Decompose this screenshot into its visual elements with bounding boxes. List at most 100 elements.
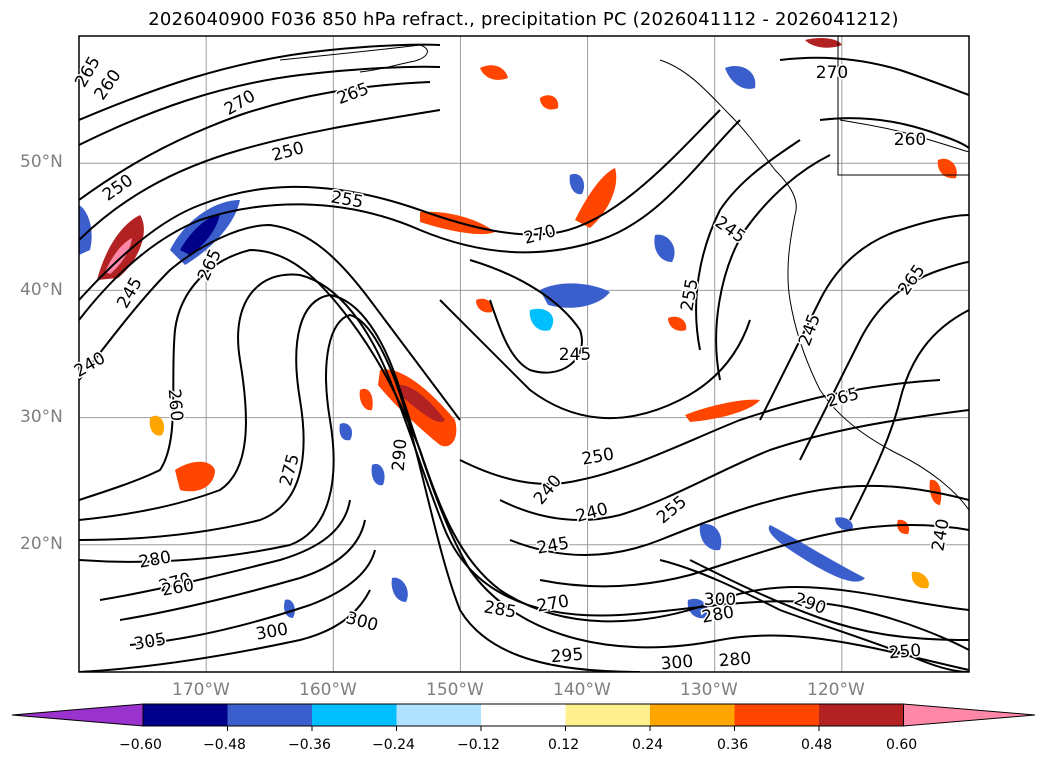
lat-label-30n: 30°N (20, 407, 63, 427)
precip-blob-negative (569, 173, 585, 195)
precip-blob-positive (805, 37, 842, 48)
contour-line (79, 109, 441, 241)
colorbar-extend-low (11, 703, 144, 727)
colorbar-segment (481, 704, 566, 726)
precip-blob-positive (575, 168, 617, 228)
contour-line (79, 293, 969, 671)
contour-line (129, 549, 376, 646)
colorbar-extend-high (903, 703, 1036, 727)
contour-line (715, 154, 831, 381)
colorbar-tick-label: −0.24 (372, 737, 415, 753)
colorbar-tick-label: 0.12 (548, 737, 580, 753)
lon-label-160w: 160°W (299, 680, 357, 700)
precip-blob-negative (699, 524, 722, 551)
contour-line (849, 309, 969, 521)
contour-line (459, 379, 941, 485)
colorbar-segment (734, 704, 819, 726)
colorbar-segment (650, 704, 735, 726)
precip-blob-positive (685, 399, 760, 422)
colorbar-frame (142, 703, 904, 727)
precip-blob-positive (668, 316, 687, 331)
contour-label: 260 (894, 130, 926, 150)
contour-line (99, 499, 351, 601)
precip-blob-negative (79, 205, 92, 255)
contour-label: 250 (888, 641, 922, 664)
contour-line (509, 484, 969, 556)
colorbar-tick-label: 0.24 (632, 737, 664, 753)
precip-blob-positive (911, 571, 929, 589)
precipitation-fills (79, 37, 957, 619)
coastline (279, 44, 428, 73)
contour-label: 290 (389, 438, 412, 472)
precip-blob-positive (540, 95, 559, 110)
coastlines (279, 36, 969, 511)
contour-line (79, 313, 641, 672)
lat-label-40n: 40°N (20, 280, 63, 300)
contour-line (759, 214, 969, 421)
precip-blob-positive (937, 158, 957, 179)
contour-label: 245 (559, 345, 591, 365)
lat-label-50n: 50°N (20, 152, 63, 172)
colorbar-tick-label: 0.36 (717, 737, 749, 753)
contour-line (689, 559, 969, 641)
precip-blob-negative (180, 213, 220, 255)
contour-label: 270 (816, 63, 848, 83)
lon-label-150w: 150°W (426, 680, 484, 700)
precip-blob-positive (897, 519, 910, 535)
refractivity-contours (79, 43, 969, 672)
colorbar-tick-label: 0.48 (801, 737, 833, 753)
contour-label: 245 (535, 533, 570, 558)
colorbar-segment (819, 704, 904, 726)
precip-blob-negative (529, 308, 554, 331)
precip-blob-negative (339, 423, 353, 441)
contour-line (79, 119, 741, 321)
lat-label-20n: 20°N (20, 534, 63, 554)
colorbar-tick-label: −0.48 (203, 737, 246, 753)
plot-frame (78, 35, 970, 673)
precip-blob-negative (768, 525, 865, 582)
contour-line (499, 409, 969, 521)
colorbar-tick-label: −0.36 (288, 737, 331, 753)
map-title: 2026040900 F036 850 hPa refract., precip… (148, 9, 899, 30)
contour-line (79, 589, 371, 672)
precip-blob-negative (371, 463, 385, 486)
precip-blob-positive (359, 388, 373, 411)
contour-label: 280 (718, 649, 752, 672)
contour-label: 300 (704, 590, 736, 610)
lon-label-140w: 140°W (553, 680, 611, 700)
contour-line (819, 117, 969, 149)
contour-line (79, 43, 441, 121)
contour-line (695, 139, 801, 351)
contour-line (79, 109, 721, 301)
colorbar-tick-label: −0.60 (119, 737, 162, 753)
precip-blob-negative (391, 577, 408, 602)
colorbar-segment (143, 704, 228, 726)
contour-line (799, 261, 969, 461)
colorbar-tick-label: 0.60 (886, 737, 918, 753)
colorbar-segment (396, 704, 481, 726)
contour-line (79, 81, 431, 201)
colorbar-segment (312, 704, 397, 726)
precip-blob-negative (725, 66, 756, 89)
precip-blob-negative (835, 517, 853, 531)
colorbar (11, 703, 1036, 731)
precip-blob-positive (480, 65, 508, 80)
precip-blob-positive (395, 384, 445, 423)
colorbar-tick-label: −0.12 (457, 737, 500, 753)
coastline (837, 36, 969, 176)
contour-line (779, 56, 969, 96)
precip-blob-negative (654, 234, 675, 262)
contour-line (79, 65, 441, 146)
contour-line (469, 259, 583, 374)
coastline (659, 59, 969, 511)
contour-label: 300 (660, 652, 694, 675)
precip-blob-negative (540, 283, 610, 308)
lon-label-130w: 130°W (680, 680, 738, 700)
contour-line (659, 559, 969, 672)
colorbar-segment (565, 704, 650, 726)
contour-line (439, 299, 751, 420)
precip-blob-positive (476, 298, 493, 313)
contour-line (79, 223, 461, 421)
contour-line (539, 524, 969, 588)
